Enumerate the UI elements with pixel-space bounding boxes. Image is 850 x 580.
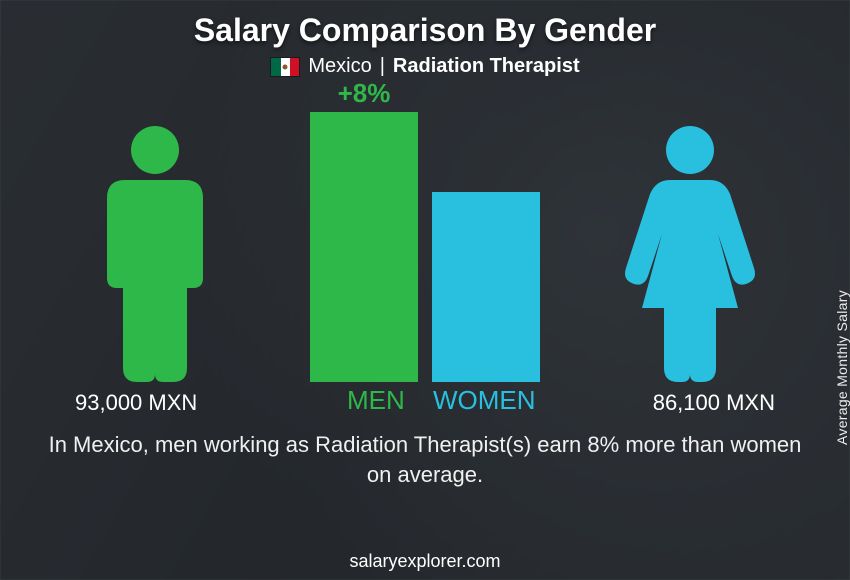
bars-group: +8% [310, 112, 540, 382]
bar-men: +8% [310, 112, 418, 382]
infographic-stage: Salary Comparison By Gender Mexico | Rad… [0, 0, 850, 580]
page-title: Salary Comparison By Gender [194, 12, 656, 49]
footer-source: salaryexplorer.com [0, 551, 850, 572]
label-men: MEN [347, 385, 405, 416]
male-icon [85, 122, 225, 382]
mexico-flag-icon [270, 57, 300, 77]
bar-women [432, 192, 540, 382]
salary-women: 86,100 MXN [653, 390, 775, 416]
diff-label: +8% [310, 78, 418, 109]
salary-men: 93,000 MXN [75, 390, 197, 416]
chart-area: +8% 93,000 MXN MEN WOMEN 86,100 MXN [75, 90, 775, 420]
label-women: WOMEN [433, 385, 536, 416]
separator: | [380, 55, 385, 78]
job-label: Radiation Therapist [393, 55, 580, 78]
y-axis-label: Average Monthly Salary [834, 290, 850, 445]
country-label: Mexico [308, 55, 371, 78]
summary-text: In Mexico, men working as Radiation Ther… [35, 430, 815, 489]
subtitle-row: Mexico | Radiation Therapist [270, 55, 579, 78]
female-icon [615, 122, 765, 382]
